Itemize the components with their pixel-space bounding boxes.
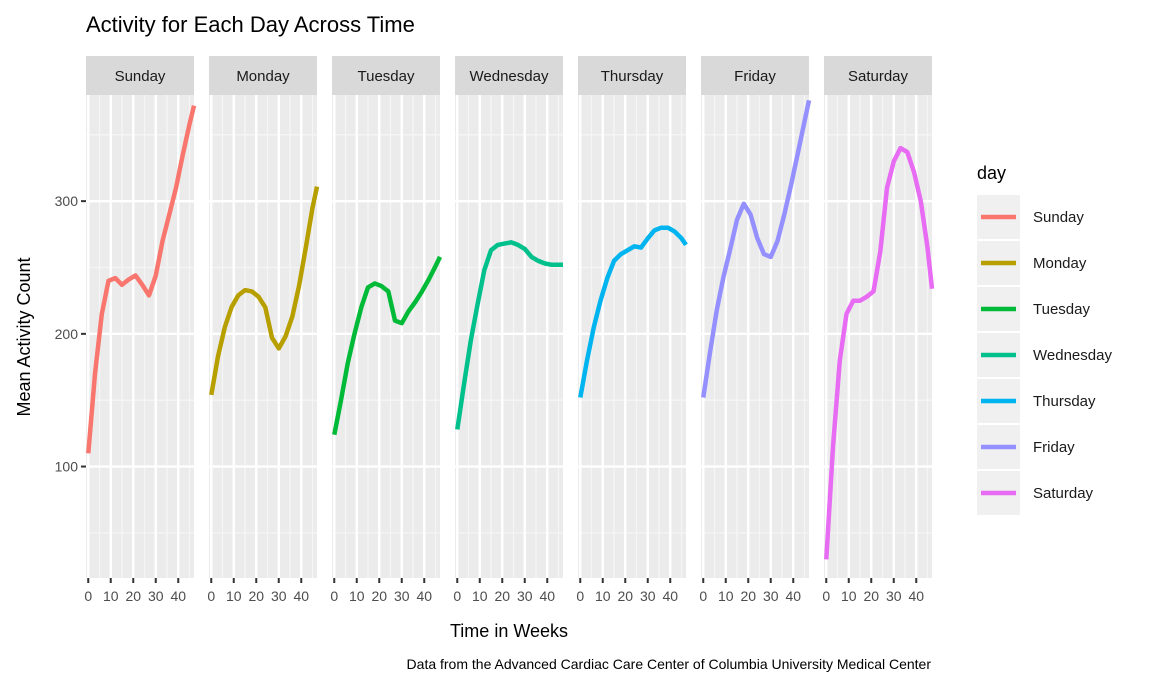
panel-background xyxy=(86,95,194,578)
x-tick-label: 0 xyxy=(207,588,215,604)
panel-background xyxy=(332,95,440,578)
facet-panel-monday: Monday 0 10 20 30 40 xyxy=(207,56,320,604)
x-tick-label: 40 xyxy=(539,588,555,604)
legend-label: Saturday xyxy=(1033,485,1094,502)
legend-item-wednesday: Wednesday xyxy=(977,333,1112,377)
x-tick-label: 40 xyxy=(662,588,678,604)
legend-label: Sunday xyxy=(1033,209,1084,226)
x-tick-label: 10 xyxy=(595,588,611,604)
x-tick-label: 0 xyxy=(699,588,707,604)
legend-label: Friday xyxy=(1033,439,1075,456)
facet-strip-label: Monday xyxy=(236,68,290,85)
series-line-sunday xyxy=(86,105,197,454)
x-tick-label: 10 xyxy=(226,588,242,604)
chart-caption: Data from the Advanced Cardiac Care Cent… xyxy=(407,656,932,672)
facet-strip-label: Thursday xyxy=(601,68,664,85)
x-axis-label: Time in Weeks xyxy=(450,621,568,641)
series-line-wednesday xyxy=(455,240,563,430)
x-tick-label: 20 xyxy=(371,588,387,604)
y-tick-label: 200 xyxy=(55,326,79,342)
series-line-saturday xyxy=(824,145,935,560)
x-tick-label: 30 xyxy=(763,588,779,604)
x-tick-label: 20 xyxy=(863,588,879,604)
x-tick-label: 40 xyxy=(416,588,432,604)
x-tick-label: 20 xyxy=(248,588,264,604)
facet-strip xyxy=(701,56,809,95)
panel-background xyxy=(209,95,317,578)
facet-strip xyxy=(824,56,932,95)
facet-panel-sunday: Sunday 0 10 20 30 40 xyxy=(84,56,197,604)
legend-item-monday: Monday xyxy=(977,241,1087,285)
legend-label: Monday xyxy=(1033,255,1087,272)
x-tick-label: 10 xyxy=(718,588,734,604)
x-tick-label: 0 xyxy=(453,588,461,604)
x-tick-label: 0 xyxy=(330,588,338,604)
x-tick-label: 0 xyxy=(822,588,830,604)
x-tick-label: 0 xyxy=(84,588,92,604)
facet-panel-thursday: Thursday 0 10 20 30 40 xyxy=(576,56,688,604)
x-tick-label: 40 xyxy=(908,588,924,604)
legend-item-friday: Friday xyxy=(977,425,1075,469)
x-tick-label: 30 xyxy=(271,588,287,604)
x-tick-label: 20 xyxy=(617,588,633,604)
x-tick-label: 40 xyxy=(170,588,186,604)
series-line-friday xyxy=(701,99,812,398)
x-tick-label: 30 xyxy=(394,588,410,604)
facet-panel-tuesday: Tuesday 0 10 20 30 40 xyxy=(330,56,443,604)
facet-strip-label: Sunday xyxy=(115,68,166,85)
x-tick-label: 20 xyxy=(740,588,756,604)
legend-label: Tuesday xyxy=(1033,301,1090,318)
facet-strip xyxy=(332,56,440,95)
series-line-tuesday xyxy=(332,255,443,436)
y-tick-label: 100 xyxy=(55,459,79,475)
series-line-monday xyxy=(209,186,320,396)
legend-item-thursday: Thursday xyxy=(977,379,1096,423)
legend-item-sunday: Sunday xyxy=(977,195,1084,239)
facet-strip xyxy=(455,56,563,95)
facet-strip-label: Saturday xyxy=(848,68,909,85)
chart-title: Activity for Each Day Across Time xyxy=(86,12,415,37)
x-tick-label: 30 xyxy=(517,588,533,604)
x-tick-label: 10 xyxy=(349,588,365,604)
x-tick-label: 10 xyxy=(472,588,488,604)
x-tick-label: 10 xyxy=(841,588,857,604)
panel-background xyxy=(578,95,686,578)
x-tick-label: 40 xyxy=(785,588,801,604)
facet-strip-label: Friday xyxy=(734,68,776,85)
x-tick-label: 10 xyxy=(103,588,119,604)
legend: day Sunday Monday Tuesday Wednesday Thursday F… xyxy=(977,163,1112,515)
x-tick-label: 30 xyxy=(148,588,164,604)
facet-panel-wednesday: Wednesday 0 10 20 30 40 xyxy=(453,56,563,604)
x-tick-label: 20 xyxy=(125,588,141,604)
x-tick-label: 0 xyxy=(576,588,584,604)
x-tick-label: 30 xyxy=(640,588,656,604)
facet-strip xyxy=(578,56,686,95)
x-tick-label: 20 xyxy=(494,588,510,604)
facet-strip-label: Wednesday xyxy=(470,68,549,85)
y-tick-label: 300 xyxy=(55,193,79,209)
y-axis-label: Mean Activity Count xyxy=(14,257,34,416)
series-line-thursday xyxy=(578,225,688,398)
legend-title: day xyxy=(977,163,1006,183)
facet-strip xyxy=(209,56,317,95)
legend-label: Wednesday xyxy=(1033,347,1112,364)
legend-item-saturday: Saturday xyxy=(977,471,1094,515)
facet-panel-saturday: Saturday 0 10 20 30 40 xyxy=(822,56,935,604)
facet-strip-label: Tuesday xyxy=(358,68,415,85)
x-tick-label: 40 xyxy=(293,588,309,604)
facet-strip xyxy=(86,56,194,95)
x-tick-label: 30 xyxy=(886,588,902,604)
facet-panel-friday: Friday 0 10 20 30 40 xyxy=(699,56,812,604)
legend-label: Thursday xyxy=(1033,393,1096,410)
legend-item-tuesday: Tuesday xyxy=(977,287,1090,331)
